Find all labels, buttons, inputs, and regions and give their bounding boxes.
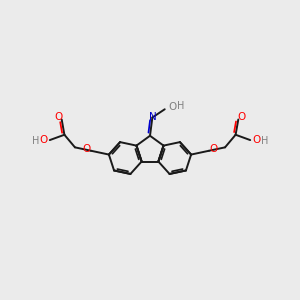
Text: O: O	[55, 112, 63, 122]
Text: O: O	[252, 135, 260, 145]
Text: H: H	[177, 101, 184, 111]
Text: N: N	[149, 112, 157, 122]
Text: O: O	[209, 144, 217, 154]
Text: O: O	[169, 102, 177, 112]
Text: H: H	[32, 136, 39, 146]
Text: O: O	[237, 112, 245, 122]
Text: H: H	[261, 136, 268, 146]
Text: O: O	[40, 135, 48, 145]
Text: O: O	[83, 144, 91, 154]
